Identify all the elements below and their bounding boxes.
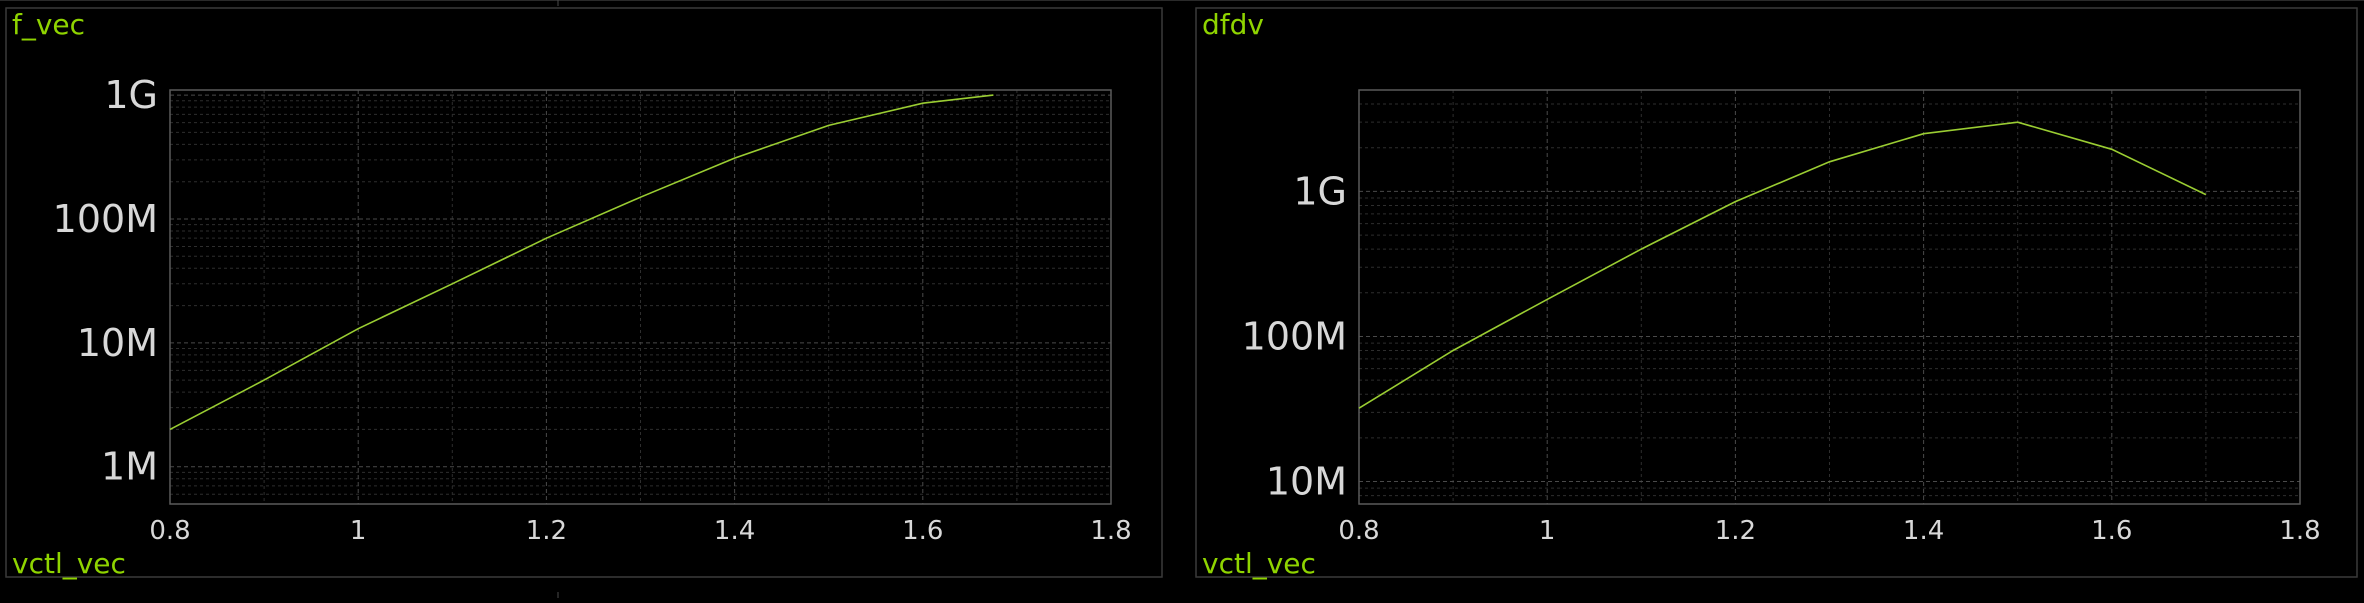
x-tick-label: 1	[350, 516, 367, 546]
x-tick-label: 1.4	[714, 516, 755, 546]
chart-title: dfdv	[1202, 8, 1264, 41]
series-line-1	[169, 94, 994, 431]
x-tick-label: 1.4	[1903, 516, 1944, 546]
x-tick-label: 1	[1539, 516, 1556, 546]
y-tick-label: 1G	[1293, 169, 1347, 213]
y-tick-label: 1M	[101, 445, 158, 489]
plot-frame	[1358, 89, 2301, 505]
x-tick-label: 1.6	[902, 516, 943, 546]
y-tick-label: 1G	[104, 73, 158, 117]
y-tick-label: 100M	[53, 197, 158, 241]
x-tick-label: 1.8	[1090, 516, 1131, 546]
x-tick-label: 0.8	[1338, 516, 1379, 546]
x-tick-label: 0.8	[149, 516, 190, 546]
x-tick-label: 1.6	[2091, 516, 2132, 546]
x-axis-label: vctl_vec	[12, 547, 126, 580]
series-line-1	[1358, 121, 2207, 409]
x-axis-label: vctl_vec	[1202, 547, 1316, 580]
y-tick-label: 100M	[1242, 314, 1347, 358]
plot-frame	[169, 89, 1112, 505]
chart-panel-2: 10M 100M 1G 0.8 1 1.2 1.4 1.6 1.8 dfdv vctl_vec	[1195, 7, 2358, 580]
x-tick-label: 1.2	[526, 516, 567, 546]
panel-border	[5, 7, 1163, 578]
x-tick-label: 1.2	[1715, 516, 1756, 546]
y-tick-label: 10M	[77, 321, 158, 365]
chart-panel-1: 1M 10M 100M 1G 0.8 1 1.2 1.4 1.6 1.8 f_vec vctl_vec	[5, 7, 1163, 580]
panel-border	[1195, 7, 2358, 578]
chart-title: f_vec	[12, 8, 85, 41]
x-tick-label: 1.8	[2279, 516, 2320, 546]
y-tick-label: 10M	[1266, 460, 1347, 504]
